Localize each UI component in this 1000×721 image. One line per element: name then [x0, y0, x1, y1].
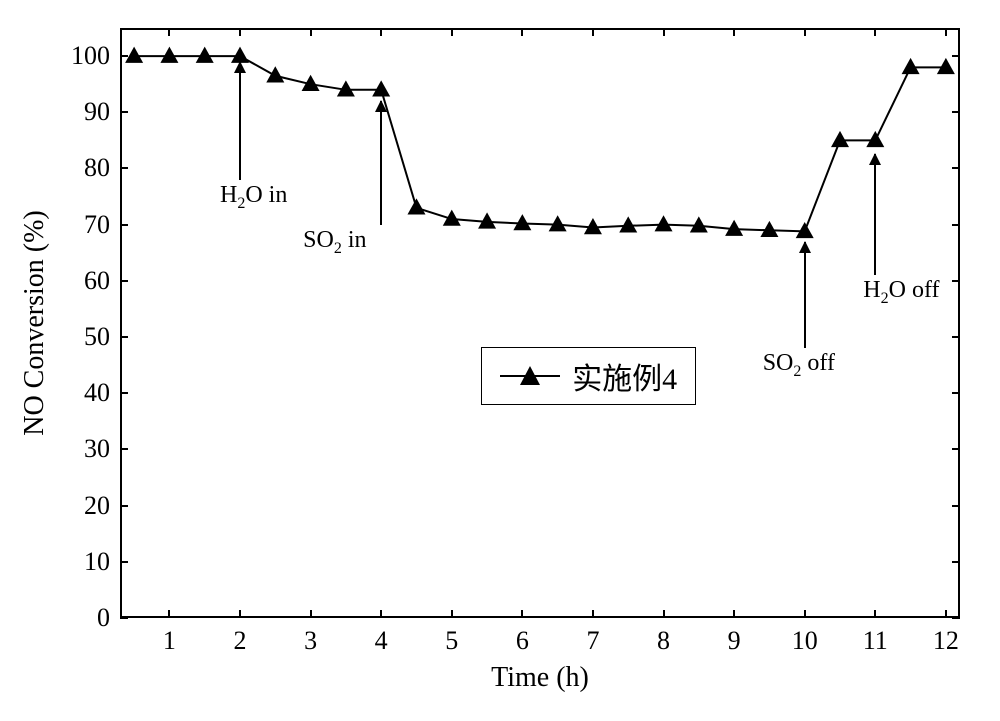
- y-tick-label: 80: [65, 153, 110, 183]
- annotation-label: H2O off: [863, 277, 939, 308]
- annotation-arrow: [804, 242, 806, 349]
- y-tick-label: 0: [65, 603, 110, 633]
- annotation-label: SO2 in: [303, 227, 366, 258]
- x-tick-label: 9: [728, 626, 741, 656]
- y-tick: [952, 617, 960, 619]
- annotation-label: H2O in: [220, 182, 287, 213]
- x-tick-label: 1: [163, 626, 176, 656]
- y-tick: [120, 448, 128, 450]
- x-tick: [663, 610, 665, 618]
- x-tick: [310, 28, 312, 36]
- legend-label: 实施例4: [572, 354, 677, 398]
- x-tick-label: 5: [445, 626, 458, 656]
- y-tick: [952, 336, 960, 338]
- y-tick: [120, 561, 128, 563]
- x-tick: [663, 28, 665, 36]
- x-tick: [521, 610, 523, 618]
- x-tick: [592, 28, 594, 36]
- y-tick-label: 50: [65, 322, 110, 352]
- x-tick: [874, 28, 876, 36]
- triangle-icon: [831, 131, 849, 147]
- y-tick-label: 10: [65, 547, 110, 577]
- y-tick: [120, 336, 128, 338]
- y-tick-label: 100: [65, 41, 110, 71]
- x-tick: [168, 28, 170, 36]
- x-tick: [239, 28, 241, 36]
- x-tick: [874, 610, 876, 618]
- y-tick: [120, 167, 128, 169]
- y-tick-label: 30: [65, 434, 110, 464]
- chart-container: NO Conversion (%) Time (h) 实施例4 01020304…: [0, 0, 1000, 721]
- y-tick: [120, 392, 128, 394]
- triangle-icon: [513, 214, 531, 230]
- y-tick-label: 70: [65, 210, 110, 240]
- x-tick: [945, 610, 947, 618]
- y-tick: [952, 392, 960, 394]
- x-tick: [804, 28, 806, 36]
- x-tick: [168, 610, 170, 618]
- y-tick: [120, 280, 128, 282]
- triangle-icon: [196, 47, 214, 63]
- y-tick: [952, 280, 960, 282]
- x-tick: [239, 610, 241, 618]
- triangle-icon: [760, 221, 778, 237]
- triangle-icon: [266, 66, 284, 82]
- x-tick-label: 7: [586, 626, 599, 656]
- x-tick: [804, 610, 806, 618]
- y-tick: [952, 111, 960, 113]
- x-tick: [380, 610, 382, 618]
- triangle-icon: [519, 365, 541, 387]
- triangle-icon: [372, 80, 390, 96]
- x-tick-label: 2: [234, 626, 247, 656]
- y-tick: [120, 55, 128, 57]
- y-tick: [120, 224, 128, 226]
- triangle-icon: [619, 216, 637, 232]
- y-tick-label: 40: [65, 378, 110, 408]
- y-tick: [952, 224, 960, 226]
- y-tick-label: 90: [65, 97, 110, 127]
- x-tick-label: 4: [375, 626, 388, 656]
- triangle-icon: [937, 58, 955, 74]
- y-tick-label: 60: [65, 266, 110, 296]
- x-tick-label: 3: [304, 626, 317, 656]
- x-tick: [380, 28, 382, 36]
- y-tick: [120, 505, 128, 507]
- annotation-arrow: [380, 101, 382, 225]
- x-tick-label: 12: [933, 626, 959, 656]
- triangle-icon: [690, 216, 708, 232]
- x-tick: [521, 28, 523, 36]
- triangle-icon: [549, 215, 567, 231]
- y-tick: [952, 448, 960, 450]
- x-tick: [310, 610, 312, 618]
- triangle-icon: [902, 58, 920, 74]
- legend: 实施例4: [481, 347, 696, 405]
- x-tick: [733, 28, 735, 36]
- x-tick: [451, 28, 453, 36]
- triangle-icon: [866, 131, 884, 147]
- x-tick: [592, 610, 594, 618]
- triangle-icon: [407, 198, 425, 214]
- triangle-icon: [160, 47, 178, 63]
- y-tick: [120, 617, 128, 619]
- annotation-arrow: [239, 62, 241, 180]
- x-tick: [733, 610, 735, 618]
- y-tick: [120, 111, 128, 113]
- x-tick-label: 10: [792, 626, 818, 656]
- y-tick-label: 20: [65, 491, 110, 521]
- y-tick: [952, 167, 960, 169]
- y-tick: [952, 55, 960, 57]
- triangle-icon: [796, 222, 814, 238]
- x-tick-label: 8: [657, 626, 670, 656]
- y-tick: [952, 505, 960, 507]
- y-tick: [952, 561, 960, 563]
- x-tick-label: 11: [863, 626, 888, 656]
- x-tick-label: 6: [516, 626, 529, 656]
- annotation-arrow: [874, 154, 876, 275]
- x-tick: [451, 610, 453, 618]
- annotation-label: SO2 off: [763, 350, 835, 381]
- legend-marker: [500, 365, 560, 387]
- x-tick: [945, 28, 947, 36]
- triangle-icon: [655, 215, 673, 231]
